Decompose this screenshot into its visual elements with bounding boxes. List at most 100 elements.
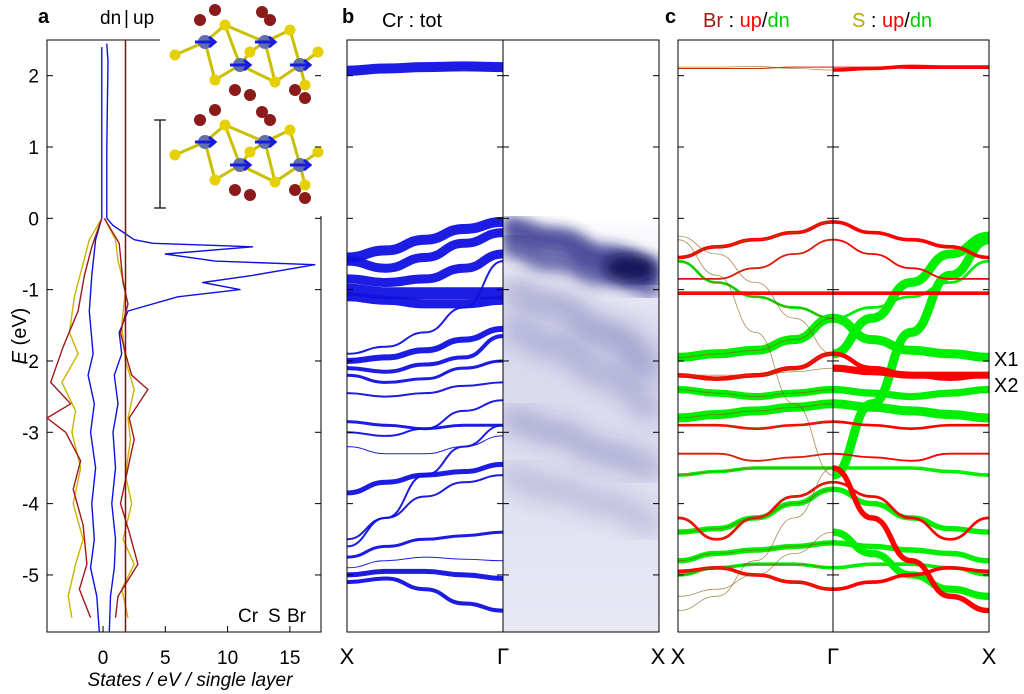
panel-c: c Br : up/dn S : up/dn X Γ X X1 X2 bbox=[665, 6, 1018, 669]
x-point-label: X bbox=[651, 644, 666, 669]
arpes-blank-top bbox=[503, 40, 659, 220]
cr-band bbox=[347, 424, 503, 541]
band-thin bbox=[678, 403, 833, 419]
cr-band bbox=[347, 334, 503, 374]
spin-arrow bbox=[290, 58, 313, 72]
bond bbox=[223, 24, 242, 66]
y-tick-label: 0 bbox=[28, 209, 39, 230]
arpes-band bbox=[503, 409, 659, 477]
br-projected-bands bbox=[678, 65, 833, 611]
band-up bbox=[833, 364, 989, 379]
br-atom bbox=[209, 104, 221, 116]
arpes-band bbox=[503, 465, 659, 535]
marker-x2: X2 bbox=[994, 375, 1018, 397]
gamma-label: Γ bbox=[827, 644, 839, 669]
panel-a-x-ticks: 0 5 10 15 bbox=[98, 626, 300, 669]
br-atom bbox=[299, 92, 311, 104]
dft-bands bbox=[347, 61, 503, 613]
cr-band bbox=[347, 61, 503, 76]
s-atom bbox=[209, 74, 221, 86]
x-point-label: X bbox=[982, 644, 997, 669]
band-up bbox=[833, 64, 989, 72]
br-atom bbox=[256, 106, 268, 118]
band-thin bbox=[678, 66, 833, 69]
band-up bbox=[833, 565, 989, 591]
arpes-band bbox=[503, 278, 659, 380]
bond bbox=[223, 124, 242, 166]
spin-arrow bbox=[195, 135, 218, 149]
gamma-label: Γ bbox=[497, 644, 509, 669]
br-atom bbox=[244, 89, 256, 101]
cr-band bbox=[347, 325, 503, 364]
band-up bbox=[833, 220, 989, 260]
cr-band bbox=[347, 461, 503, 496]
legend-br: Br bbox=[287, 606, 307, 627]
band-thin bbox=[678, 467, 833, 611]
band-up bbox=[833, 452, 989, 462]
panel-c-title-br: Br : up/dn bbox=[703, 10, 790, 32]
br-atom bbox=[256, 6, 268, 18]
up-label: up bbox=[133, 8, 154, 29]
br-atom bbox=[289, 84, 301, 96]
br-atom bbox=[289, 184, 301, 196]
x-tick-label: 10 bbox=[217, 648, 238, 669]
y-tick-label: -3 bbox=[22, 423, 39, 444]
x-point-label: X bbox=[340, 644, 355, 669]
dn-label: dn bbox=[100, 8, 121, 29]
s-atom bbox=[219, 19, 231, 31]
br-atom bbox=[229, 184, 241, 196]
y-tick-label: -1 bbox=[22, 281, 39, 302]
band-thin bbox=[678, 542, 833, 562]
spin-arrow bbox=[230, 58, 253, 72]
band-up bbox=[833, 420, 989, 431]
legend-s: S bbox=[268, 606, 281, 627]
band-dn bbox=[833, 231, 989, 359]
spin-arrow bbox=[195, 35, 218, 49]
cr-band bbox=[347, 399, 503, 437]
panel-b-title: Cr : tot bbox=[382, 10, 442, 32]
band-dn bbox=[833, 385, 989, 401]
band-thin bbox=[678, 367, 833, 376]
band-thin bbox=[678, 531, 833, 597]
x-tick-label: 0 bbox=[98, 648, 109, 669]
band-up bbox=[833, 480, 989, 541]
band-thin bbox=[678, 239, 833, 476]
panel-a-y-ticks: 2 1 0 -1 -2 -3 -4 -5 bbox=[22, 67, 321, 587]
cr-band bbox=[347, 283, 503, 300]
spin-arrow bbox=[290, 158, 313, 172]
band-thin bbox=[678, 389, 833, 398]
s-atom bbox=[299, 179, 311, 191]
legend: Cr S Br bbox=[238, 606, 307, 627]
panel-c-letter: c bbox=[665, 6, 676, 28]
s-atom bbox=[219, 119, 231, 131]
panel-a: a dn | up 210-1-2-3-4-5 0 5 10 15 E (eV) St… bbox=[9, 4, 325, 691]
br-atom bbox=[264, 14, 276, 26]
br-atom bbox=[299, 192, 311, 204]
s-atom bbox=[284, 124, 296, 136]
interlayer-bracket bbox=[154, 119, 166, 209]
band-dn bbox=[678, 313, 833, 362]
band-dn bbox=[678, 259, 833, 320]
cr-band bbox=[347, 530, 503, 559]
band-up bbox=[678, 452, 833, 462]
legend-cr: Cr bbox=[238, 606, 259, 627]
band-thin bbox=[678, 421, 833, 430]
band-up bbox=[833, 465, 989, 614]
dos-s-up bbox=[103, 217, 135, 618]
cr-band bbox=[347, 292, 503, 309]
cr-band bbox=[347, 249, 503, 288]
band-dn bbox=[678, 466, 833, 477]
arpes-band bbox=[503, 316, 659, 420]
y-tick-label: 1 bbox=[28, 138, 39, 159]
band-dn bbox=[833, 313, 989, 362]
panel-a-letter: a bbox=[38, 6, 50, 28]
band-thin bbox=[678, 317, 833, 358]
band-thin bbox=[678, 563, 833, 576]
dos-s-dn bbox=[61, 217, 103, 618]
s-atom bbox=[244, 146, 256, 158]
band-thin bbox=[678, 239, 833, 280]
crystal-structure-inset bbox=[160, 4, 325, 216]
br-atom bbox=[264, 114, 276, 126]
